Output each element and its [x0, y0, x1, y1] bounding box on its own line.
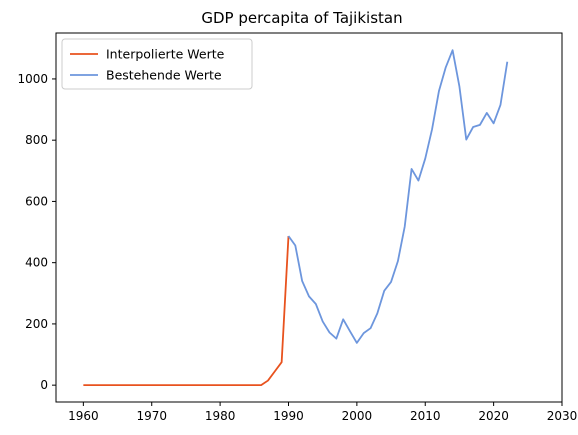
x-tick-label: 2030 — [547, 409, 578, 423]
series-line-2 — [287, 49, 509, 344]
legend-label-2: Bestehende Werte — [106, 68, 222, 83]
x-tick-label: 2010 — [410, 409, 441, 423]
y-tick-label: 600 — [25, 194, 48, 208]
y-tick-label: 0 — [40, 378, 48, 392]
axis-ticks: 1960 1970 1980 1990 2000 2010 2020 2030 0 200 400 6… — [17, 72, 577, 423]
x-tick-label: 1980 — [205, 409, 236, 423]
x-tick-label: 1990 — [273, 409, 304, 423]
legend: Interpolierte Werte Bestehende Werte — [61, 38, 253, 90]
y-tick-label: 200 — [25, 317, 48, 331]
x-tick-label: 2020 — [478, 409, 509, 423]
chart-title: GDP percapita of Tajikistan — [201, 9, 402, 27]
x-tick-label: 2000 — [342, 409, 373, 423]
y-tick-label: 400 — [25, 256, 48, 270]
axes-frame — [55, 32, 563, 403]
plot-area — [55, 32, 563, 403]
x-tick-label: 1960 — [68, 409, 99, 423]
legend-label-1: Interpolierte Werte — [106, 47, 225, 62]
series-line-1 — [83, 235, 290, 387]
y-tick-label: 800 — [25, 133, 48, 147]
y-tick-label: 1000 — [17, 72, 48, 86]
x-tick-label: 1970 — [136, 409, 167, 423]
legend-box — [61, 38, 253, 90]
